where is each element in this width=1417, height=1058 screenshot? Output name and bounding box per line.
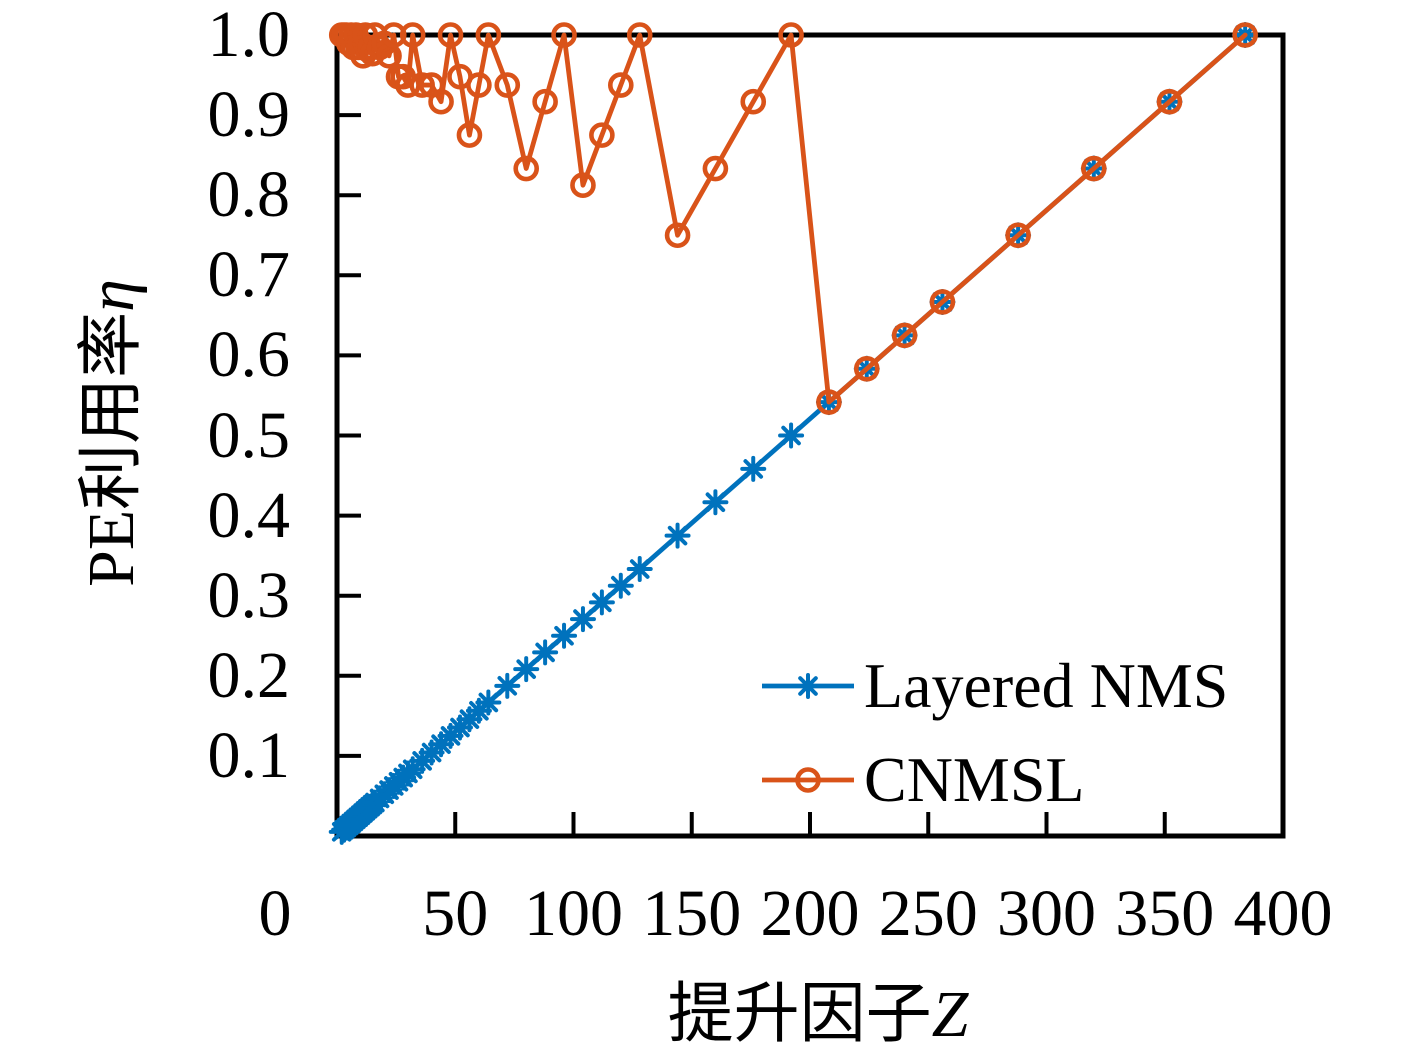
cnmsl-marker: [395, 72, 421, 98]
cnmsl-marker: [607, 72, 634, 98]
legend-item-layered-nms: Layered NMS: [760, 639, 1228, 733]
cnmsl-marker: [664, 222, 691, 249]
x-tick-label: 200: [760, 877, 860, 950]
legend-label-cnmsl: CNMSL: [864, 744, 1085, 815]
cnmsl-marker: [853, 355, 880, 382]
layered-nms-marker: [740, 455, 767, 482]
x-axis-label: 提升因子Z: [668, 982, 969, 1048]
cnmsl-marker: [816, 389, 842, 415]
layered-nms-marker: [569, 606, 596, 633]
legend: Layered NMS CNMSL: [760, 639, 1228, 827]
y-tick-label: 0.9: [207, 78, 291, 152]
origin-tick-label: 0: [258, 877, 292, 950]
cnmsl-marker: [494, 72, 521, 98]
cnmsl-marker: [1081, 155, 1107, 182]
x-tick-label: 350: [1115, 877, 1215, 950]
layered-nms-marker: [494, 672, 521, 699]
layered-nms-marker: [778, 422, 805, 449]
cnmsl-marker: [740, 88, 767, 115]
y-tick-label: 0.3: [207, 558, 291, 632]
y-tick-label: 0.6: [207, 318, 291, 392]
x-tick-label: 50: [422, 877, 489, 950]
cnmsl-line: [339, 32, 1248, 405]
cnmsl-marker: [1005, 222, 1031, 249]
cnmsl-marker: [1156, 88, 1183, 115]
y-tick-label: 0.4: [207, 478, 291, 552]
layered-nms-marker: [702, 489, 729, 516]
layered-nms-marker: [551, 622, 578, 649]
cnmsl-legend-marker: [795, 767, 821, 793]
x-tick-label: 100: [524, 877, 623, 950]
y-tick-label: 0.2: [207, 638, 291, 712]
layered-nms-marker: [588, 589, 615, 616]
layered-nms-legend-marker: [795, 673, 821, 699]
cnmsl-marker: [456, 122, 483, 148]
legend-swatch-layered-nms: [762, 673, 854, 699]
cnmsl-marker: [409, 72, 435, 98]
x-axis-label-text: 提升因子: [667, 978, 932, 1051]
cnmsl-marker: [570, 172, 596, 198]
cnmsl-marker: [513, 155, 540, 182]
x-tick-label: 400: [1233, 877, 1333, 950]
cnmsl-marker: [626, 22, 653, 48]
cnmsl-marker: [532, 88, 558, 115]
x-tick-label: 150: [642, 877, 742, 950]
cnmsl-marker: [891, 322, 918, 349]
y-axis-label-text: PE利用率: [75, 311, 148, 587]
y-tick-label: 0.8: [207, 158, 291, 232]
layered-nms-marker: [607, 572, 634, 599]
cnmsl-marker: [778, 22, 804, 48]
cnmsl-marker: [428, 88, 454, 115]
layered-nms-marker: [664, 522, 691, 549]
y-axis-label: PE利用率η: [75, 279, 148, 587]
cnmsl-marker: [399, 22, 426, 48]
x-axis-label-symbol: Z: [931, 978, 969, 1051]
y-tick-label: 0.5: [207, 398, 291, 472]
layered-nms-marker: [513, 656, 540, 683]
cnmsl-marker: [551, 22, 577, 48]
cnmsl-marker: [466, 72, 492, 98]
cnmsl-marker: [929, 289, 956, 315]
y-axis-label-symbol: η: [75, 279, 148, 312]
y-tick-label: 1.0: [207, 0, 291, 71]
y-tick-label: 0.7: [207, 238, 291, 312]
plot-box: [334, 32, 1286, 839]
legend-item-cnmsl: CNMSL: [760, 733, 1228, 827]
legend-swatch-cnmsl: [762, 767, 854, 793]
layered-nms-marker: [475, 689, 502, 716]
cnmsl-marker: [1232, 22, 1258, 48]
cnmsl-marker: [475, 22, 502, 48]
cnmsl-marker: [702, 155, 729, 182]
cnmsl-marker: [437, 22, 464, 48]
x-tick-label: 250: [878, 877, 978, 950]
cnmsl-marker: [589, 122, 615, 148]
y-tick-label: 0.1: [207, 718, 291, 792]
x-tick-label: 300: [997, 877, 1096, 950]
legend-label-layered-nms: Layered NMS: [864, 650, 1229, 721]
layered-nms-marker: [532, 639, 559, 666]
layered-nms-marker: [626, 556, 653, 583]
